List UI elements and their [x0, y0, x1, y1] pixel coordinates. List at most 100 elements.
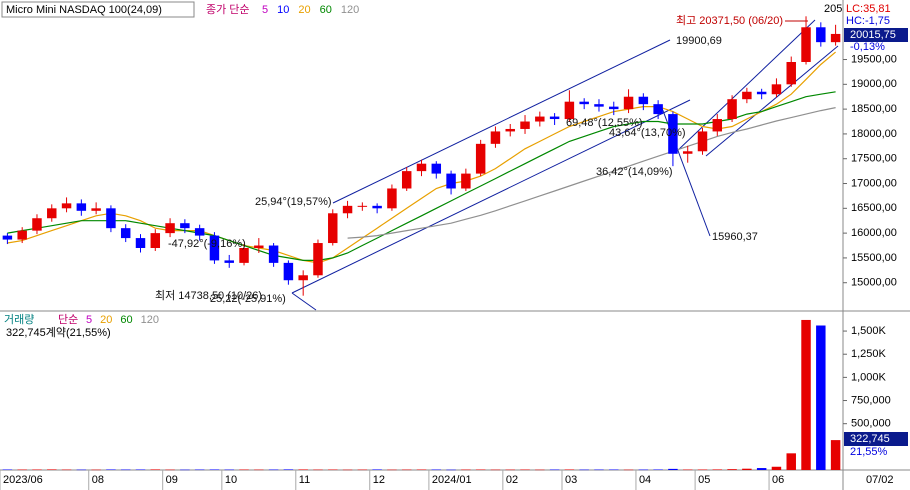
candle-body: [17, 230, 27, 240]
volume-bar: [224, 469, 234, 471]
candle-body: [401, 171, 412, 189]
volume-bar: [756, 468, 767, 470]
legend-entry: 20: [298, 4, 310, 16]
x-tick-label: 2023/06: [3, 474, 43, 486]
legend-entry: 20: [100, 314, 112, 326]
volume-bar: [475, 469, 486, 471]
candle-body: [609, 106, 619, 110]
candle-body: [742, 91, 752, 100]
volume-bar: [461, 469, 471, 471]
lc-label: LC:35,81: [846, 3, 891, 15]
y-tick-label: 19000,00: [851, 78, 897, 90]
volume-bar: [135, 469, 146, 471]
trend-line: [675, 19, 816, 153]
candle-body: [209, 235, 220, 261]
volume-bar: [239, 469, 249, 471]
volume-bar: [786, 453, 796, 470]
candle-body: [786, 62, 796, 85]
volume-bar: [61, 469, 72, 471]
candle-body: [816, 27, 826, 43]
candle-body: [668, 114, 678, 154]
volume-bar: [91, 469, 101, 471]
volume-bar: [564, 469, 575, 470]
volume-title: 거래량: [4, 313, 34, 326]
candle-body: [830, 33, 841, 43]
volume-bar: [653, 469, 663, 470]
volume-bar: [283, 469, 294, 470]
candle-body: [239, 248, 249, 263]
candle-body: [254, 245, 264, 248]
y-tick-label: 16000,00: [851, 227, 897, 239]
candle-body: [342, 205, 353, 214]
y-tick-label: 16500,00: [851, 202, 897, 214]
legend-entry: 120: [341, 4, 359, 16]
annotation: -47,92°(-9,16%): [168, 238, 246, 250]
candle-body: [165, 223, 175, 234]
volume-bar: [682, 469, 693, 471]
volume-bar: [579, 469, 589, 471]
candle-body: [475, 143, 486, 174]
moving-average-line: [7, 91, 836, 261]
volume-bar: [401, 469, 412, 471]
candle-body: [372, 205, 382, 209]
x-tick-label: 08: [92, 474, 104, 486]
candle-body: [268, 245, 279, 263]
volume-bar: [32, 469, 42, 471]
volume-bar: [549, 469, 560, 471]
legend-entry: 60: [320, 4, 332, 16]
y-tick-label: 1,500K: [851, 325, 887, 337]
volume-bar: [298, 469, 308, 470]
volume-bar: [328, 469, 338, 471]
volume-bar: [76, 469, 87, 471]
candle-body: [623, 96, 634, 110]
candle-body: [106, 208, 116, 229]
volume-ma-label: 단순: [58, 313, 78, 326]
volume-bar: [697, 469, 708, 471]
truncated-label: 205: [824, 3, 842, 15]
title-box: [1, 1, 195, 18]
y-tick-label: 15500,00: [851, 252, 897, 264]
volume-bar: [17, 469, 27, 471]
candle-body: [298, 275, 308, 281]
current-volume: 322,745: [850, 433, 890, 445]
volume-bar: [150, 469, 161, 470]
candle-body: [32, 218, 42, 231]
volume-bar: [505, 469, 515, 471]
volume-bar: [165, 469, 175, 471]
candle-body: [416, 163, 427, 172]
candle-body: [564, 101, 575, 120]
moving-average-line: [347, 107, 836, 239]
y-tick-label: 750,000: [851, 394, 891, 406]
y-tick-label: 1,000K: [851, 371, 887, 383]
volume-bar: [268, 469, 279, 471]
candle-body: [771, 84, 782, 95]
volume-bar: [742, 468, 752, 470]
ma-label: 종가 단순: [206, 3, 250, 16]
candle-body: [579, 101, 589, 105]
y-tick-label: 19500,00: [851, 53, 897, 65]
volume-bar: [801, 319, 811, 470]
annotation: 43,64°(13,70%): [609, 127, 686, 139]
x-tick-label: 10: [225, 474, 237, 486]
volume-bar: [594, 469, 604, 471]
candle-body: [801, 27, 811, 63]
candle-body: [712, 119, 723, 132]
legend-entry: 10: [277, 4, 289, 16]
candle-body: [194, 228, 205, 236]
candle-body: [697, 131, 708, 152]
candle-body: [283, 262, 294, 281]
candle-body: [313, 243, 323, 276]
annotation: 36,42°(14,09%): [596, 166, 673, 178]
volume-bar: [180, 469, 190, 471]
volume-bar: [357, 469, 368, 471]
candle-body: [224, 260, 234, 263]
annotation: 최고 20371,50 (06/20): [676, 14, 783, 27]
volume-bar: [416, 469, 427, 471]
candle-body: [328, 213, 338, 244]
y-tick-label: 17500,00: [851, 153, 897, 165]
trend-line: [705, 45, 839, 157]
trend-line: [332, 39, 671, 204]
candle-body: [638, 96, 649, 105]
y-tick-label: 500,000: [851, 418, 891, 430]
